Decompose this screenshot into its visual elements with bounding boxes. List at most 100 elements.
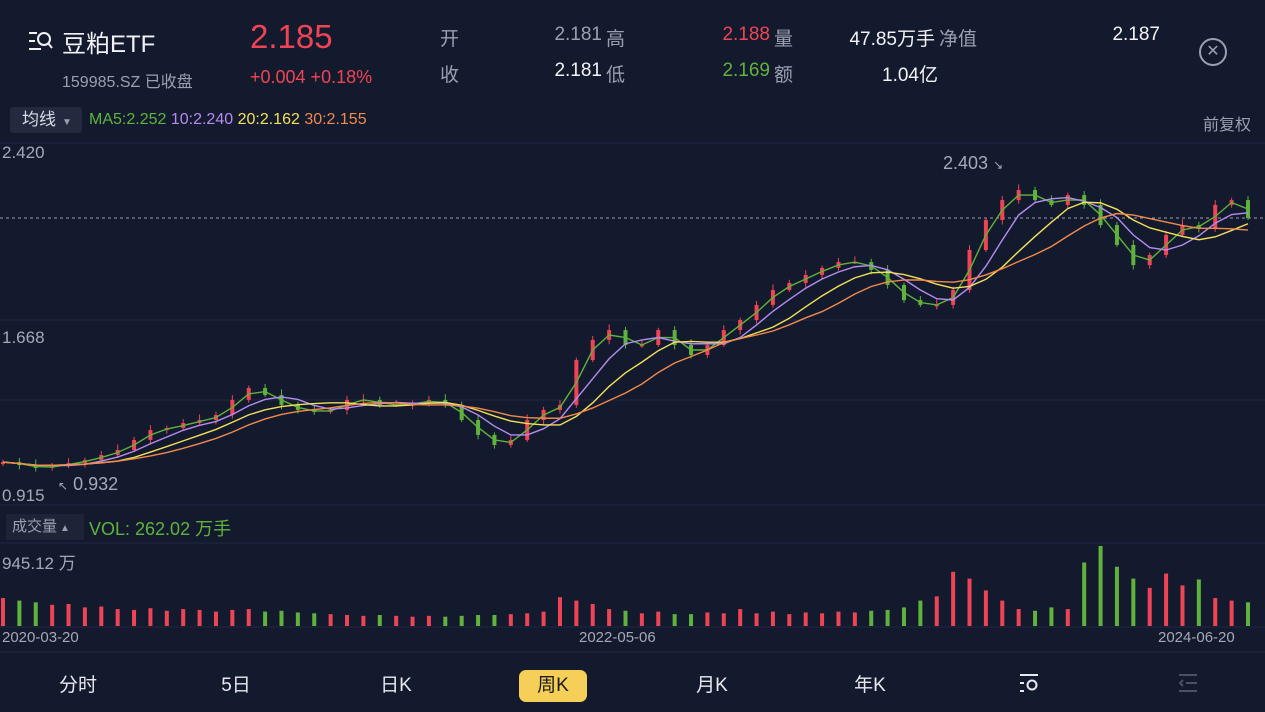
nav-label: 净值 [939, 29, 978, 50]
open-label: 开 [440, 29, 460, 50]
tab-intraday[interactable]: 分时 [58, 675, 97, 696]
volume-bar [17, 600, 22, 626]
candle [1180, 219, 1185, 237]
volume-bar [1082, 562, 1087, 626]
volume-bar [590, 603, 595, 626]
fund-code-status: 159985.SZ 已收盘 [62, 74, 193, 91]
high-annotation-value: 2.403 [943, 153, 989, 173]
adjust-mode-button[interactable]: 前复权 [1203, 117, 1252, 134]
volume-bar [820, 613, 825, 626]
tab-yearly-k[interactable]: 年K [854, 675, 886, 696]
search-list-icon[interactable] [28, 30, 54, 57]
volume-bar [50, 604, 55, 626]
candle [197, 414, 202, 426]
fund-name: 豆粕ETF [62, 31, 156, 58]
candle [263, 383, 268, 398]
volume-bar [951, 571, 956, 626]
volume-bar [1000, 600, 1005, 626]
volume-bar [1, 598, 5, 626]
low-label: 低 [606, 65, 626, 86]
volume-bar [787, 614, 792, 626]
candle [852, 256, 857, 265]
volume-bar [443, 616, 448, 626]
volume-bar [66, 603, 71, 626]
volume-bar [1196, 579, 1201, 626]
volume-label: 量 [774, 29, 794, 50]
volume-bar [1016, 609, 1021, 626]
volume-bar [410, 616, 415, 626]
tab-monthly-k[interactable]: 月K [696, 675, 728, 696]
volume-bar [934, 596, 939, 626]
volume-max-label: 945.12 万 [2, 554, 76, 573]
volume-indicator-button[interactable]: 成交量 ▲ [6, 514, 84, 540]
volume-bar [476, 614, 481, 626]
chart-settings-icon[interactable] [1018, 673, 1040, 698]
date-label-start: 2020-03-20 [2, 629, 79, 646]
low-annotation: ↖ 0.932 [58, 474, 118, 495]
volume-bar [459, 615, 464, 626]
volume-bar [672, 614, 677, 626]
volume-bar [983, 590, 988, 626]
volume-bar [1049, 607, 1054, 626]
volume-bar [426, 615, 431, 626]
low-value: 2.169 [722, 60, 770, 81]
high-annotation: 2.403 ↘ [943, 153, 1003, 174]
y-tick-bottom: 0.915 [2, 486, 45, 505]
close-value: 2.181 [554, 60, 602, 81]
volume-bar [869, 610, 874, 626]
volume-bar [82, 607, 87, 626]
volume-bar [705, 612, 710, 626]
volume-bar [1229, 600, 1234, 626]
ma30-value: 30:2.155 [304, 111, 367, 128]
volume-bar [312, 613, 317, 626]
volume-bar [1246, 602, 1250, 626]
volume-bar [394, 615, 399, 626]
volume-bar [99, 606, 104, 626]
arrow-down-right-icon: ↘ [993, 158, 1004, 172]
caret-up-icon: ▲ [60, 523, 70, 534]
volume-bar [33, 602, 38, 626]
ma-selector-button[interactable]: 均线 ▼ [10, 107, 82, 133]
amount-value: 1.04亿 [882, 65, 938, 86]
low-annotation-value: 0.932 [73, 474, 119, 494]
ma20-value: 20:2.162 [237, 111, 300, 128]
volume-bar [901, 607, 906, 626]
tab-weekly-k[interactable]: 周K [519, 670, 587, 702]
volume-value: 47.85万手 [849, 29, 935, 50]
volume-bar [1213, 598, 1218, 626]
volume-bar [345, 614, 350, 626]
volume-bar [885, 609, 890, 626]
ma-values: MA5:2.252 10:2.240 20:2.162 30:2.155 [89, 111, 367, 129]
volume-bar [492, 614, 497, 626]
volume-bar [508, 614, 513, 626]
volume-bar [738, 609, 743, 626]
volume-bar [967, 578, 972, 626]
volume-bar [721, 613, 726, 626]
tab-daily-k[interactable]: 日K [380, 675, 412, 696]
ma20-line [2, 201, 1249, 466]
collapse-menu-icon[interactable] [1177, 673, 1199, 698]
volume-button-label: 成交量 [12, 518, 58, 535]
high-label: 高 [606, 29, 626, 50]
volume-bar [279, 610, 284, 626]
tab-5day[interactable]: 5日 [221, 675, 251, 696]
volume-bar [213, 611, 218, 626]
close-circle-icon[interactable]: ✕ [1199, 38, 1227, 66]
candle [361, 394, 366, 404]
date-label-end: 2024-06-20 [1158, 629, 1235, 646]
y-tick-mid: 1.668 [2, 328, 45, 347]
volume-bar [263, 611, 268, 626]
volume-bar [1098, 546, 1103, 626]
ma10-value: 10:2.240 [170, 111, 234, 128]
current-price: 2.185 [250, 18, 333, 55]
ma5-value: MA5:2.252 [89, 111, 167, 128]
volume-bar [1065, 609, 1070, 626]
volume-bar [557, 597, 562, 626]
amount-label: 额 [774, 65, 794, 86]
price-change: +0.004 +0.18% [250, 67, 373, 87]
candle [1016, 184, 1021, 204]
ma5-line [2, 194, 1249, 468]
volume-bar [574, 600, 579, 626]
close-label: 收 [440, 65, 460, 86]
